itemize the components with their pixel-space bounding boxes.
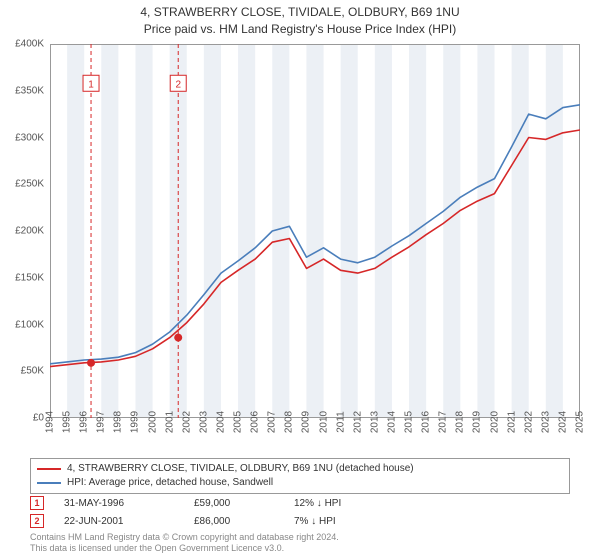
y-tick-label: £0 <box>33 413 44 424</box>
sales-row: 1 31-MAY-1996 £59,000 12% ↓ HPI <box>30 494 570 512</box>
x-tick-label: 2013 <box>369 411 380 433</box>
chart-plot-area: 12 <box>50 44 580 418</box>
sales-row: 2 22-JUN-2001 £86,000 7% ↓ HPI <box>30 512 570 530</box>
y-tick-label: £300K <box>15 132 44 143</box>
legend-label-hpi: HPI: Average price, detached house, Sand… <box>67 476 273 490</box>
x-tick-label: 2003 <box>198 411 209 433</box>
x-tick-label: 2002 <box>181 411 192 433</box>
x-tick-label: 1998 <box>113 411 124 433</box>
y-tick-label: £400K <box>15 39 44 50</box>
chart-title-block: 4, STRAWBERRY CLOSE, TIVIDALE, OLDBURY, … <box>0 0 600 38</box>
sale-date: 31-MAY-1996 <box>64 498 174 509</box>
x-tick-label: 2022 <box>523 411 534 433</box>
x-tick-label: 1995 <box>62 411 73 433</box>
x-tick-label: 1997 <box>96 411 107 433</box>
x-tick-label: 2014 <box>386 411 397 433</box>
x-tick-label: 2023 <box>540 411 551 433</box>
x-tick-label: 2012 <box>352 411 363 433</box>
x-tick-label: 2001 <box>164 411 175 433</box>
x-tick-label: 2019 <box>472 411 483 433</box>
sale-price: £59,000 <box>194 498 274 509</box>
y-tick-label: £200K <box>15 226 44 237</box>
x-tick-label: 2009 <box>301 411 312 433</box>
chart-svg: 12 <box>50 44 580 418</box>
x-axis: 1994199519961997199819992000200120022003… <box>50 418 580 458</box>
title-line-2: Price paid vs. HM Land Registry's House … <box>0 21 600 38</box>
x-tick-label: 2007 <box>267 411 278 433</box>
legend: 4, STRAWBERRY CLOSE, TIVIDALE, OLDBURY, … <box>30 458 570 494</box>
legend-swatch-property <box>37 468 61 470</box>
legend-row-property: 4, STRAWBERRY CLOSE, TIVIDALE, OLDBURY, … <box>37 462 563 476</box>
x-tick-label: 2024 <box>557 411 568 433</box>
x-tick-label: 2025 <box>575 411 586 433</box>
sale-marker-badge: 1 <box>30 496 44 510</box>
legend-swatch-hpi <box>37 482 61 484</box>
y-tick-label: £100K <box>15 319 44 330</box>
sale-date: 22-JUN-2001 <box>64 516 174 527</box>
x-tick-label: 2006 <box>250 411 261 433</box>
x-tick-label: 2021 <box>506 411 517 433</box>
x-tick-label: 2011 <box>335 411 346 433</box>
sale-marker-badge: 2 <box>30 514 44 528</box>
x-tick-label: 2020 <box>489 411 500 433</box>
x-tick-label: 2004 <box>215 411 226 433</box>
y-tick-label: £50K <box>21 366 44 377</box>
footer-line-1: Contains HM Land Registry data © Crown c… <box>30 532 570 543</box>
sales-table: 1 31-MAY-1996 £59,000 12% ↓ HPI 2 22-JUN-2001… <box>30 494 570 530</box>
x-tick-label: 2018 <box>455 411 466 433</box>
x-tick-label: 2008 <box>284 411 295 433</box>
x-tick-label: 1994 <box>45 411 56 433</box>
footer-line-2: This data is licensed under the Open Gov… <box>30 543 570 554</box>
legend-row-hpi: HPI: Average price, detached house, Sand… <box>37 476 563 490</box>
x-tick-label: 2000 <box>147 411 158 433</box>
sale-delta: 7% ↓ HPI <box>294 516 394 527</box>
x-tick-label: 2005 <box>233 411 244 433</box>
x-tick-label: 1996 <box>79 411 90 433</box>
y-tick-label: £150K <box>15 272 44 283</box>
y-tick-label: £250K <box>15 179 44 190</box>
sale-delta: 12% ↓ HPI <box>294 498 394 509</box>
x-tick-label: 1999 <box>130 411 141 433</box>
title-line-1: 4, STRAWBERRY CLOSE, TIVIDALE, OLDBURY, … <box>0 4 600 21</box>
svg-text:2: 2 <box>175 79 181 90</box>
footer: Contains HM Land Registry data © Crown c… <box>30 532 570 554</box>
x-tick-label: 2017 <box>438 411 449 433</box>
x-tick-label: 2010 <box>318 411 329 433</box>
x-tick-label: 2015 <box>404 411 415 433</box>
sale-price: £86,000 <box>194 516 274 527</box>
y-axis: £0£50K£100K£150K£200K£250K£300K£350K£400… <box>0 44 50 418</box>
y-tick-label: £350K <box>15 85 44 96</box>
svg-text:1: 1 <box>88 79 94 90</box>
legend-label-property: 4, STRAWBERRY CLOSE, TIVIDALE, OLDBURY, … <box>67 462 414 476</box>
x-tick-label: 2016 <box>421 411 432 433</box>
